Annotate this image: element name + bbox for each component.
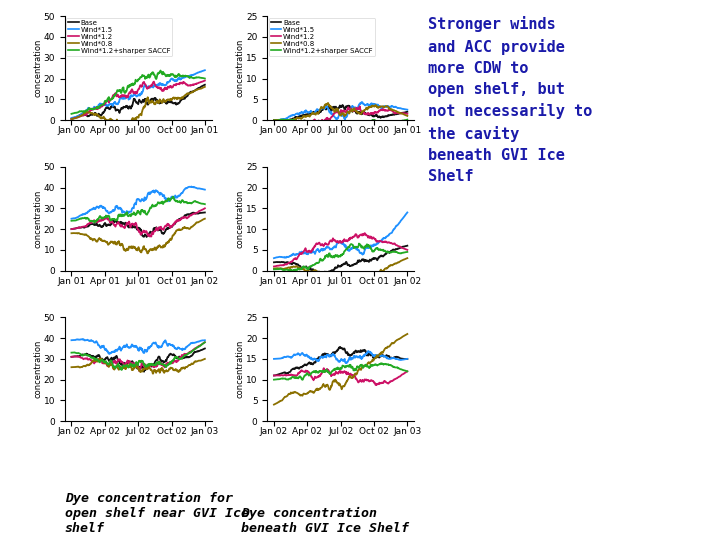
Y-axis label: concentration: concentration: [33, 39, 42, 97]
Y-axis label: concentration: concentration: [235, 340, 245, 399]
Y-axis label: concentration: concentration: [235, 39, 245, 97]
Legend: Base, Wind*1.5, Wind*1.2, Wind*0.8, Wind*1.2+sharper SACCF: Base, Wind*1.5, Wind*1.2, Wind*0.8, Wind…: [66, 18, 173, 56]
Text: Stronger winds
and ACC provide
more CDW to
open shelf, but
not necessarily to
th: Stronger winds and ACC provide more CDW …: [428, 16, 593, 184]
Text: Dye concentration for
open shelf near GVI Ice
shelf: Dye concentration for open shelf near GV…: [65, 491, 249, 535]
Y-axis label: concentration: concentration: [33, 190, 42, 248]
Legend: Base, Wind*1.5, Wind*1.2, Wind*0.8, Wind*1.2+sharper SACCF: Base, Wind*1.5, Wind*1.2, Wind*0.8, Wind…: [269, 18, 375, 56]
Y-axis label: concentration: concentration: [33, 340, 42, 399]
Text: Dye concentration
beneath GVI Ice Shelf: Dye concentration beneath GVI Ice Shelf: [241, 507, 409, 535]
Y-axis label: concentration: concentration: [235, 190, 245, 248]
